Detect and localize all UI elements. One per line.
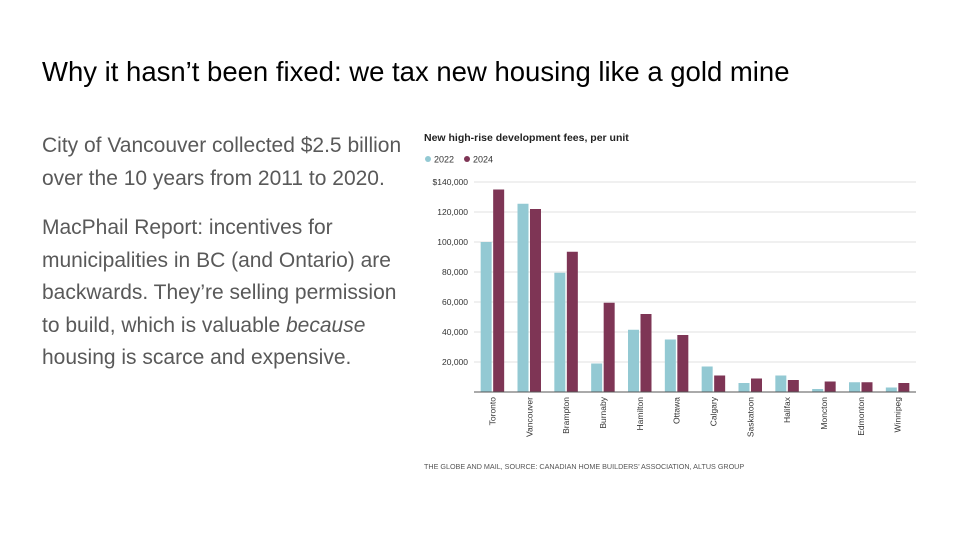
y-tick-label: 80,000 — [442, 267, 468, 277]
bar-vancouver-2022 — [517, 203, 529, 392]
chart-bars — [480, 189, 910, 392]
x-tick-label: Ottawa — [672, 397, 682, 424]
bar-vancouver-2024 — [530, 209, 541, 392]
bar-halifax-2024 — [787, 380, 799, 392]
y-tick-label: 60,000 — [442, 297, 468, 307]
paragraph-vancouver-fees: City of Vancouver collected $2.5 billion… — [42, 134, 402, 190]
bar-halifax-2022 — [775, 375, 787, 392]
bar-hamilton-2022 — [628, 329, 639, 392]
bar-brampton-2024 — [566, 251, 578, 392]
legend-label-2024: 2024 — [473, 155, 493, 165]
paragraph-part: MacPhail Report: incentives for municipa… — [42, 216, 397, 337]
x-tick-label: Edmonton — [856, 397, 866, 436]
x-tick-label: Moncton — [819, 397, 829, 430]
slide-title: Why it hasn’t been fixed: we tax new hou… — [42, 56, 790, 87]
bar-ottawa-2024 — [677, 335, 689, 392]
emphasis-because: because — [285, 313, 366, 337]
bar-winnipeg-2024 — [898, 383, 910, 392]
bar-ottawa-2022 — [664, 339, 676, 392]
legend-marker-2024 — [464, 156, 470, 162]
bar-burnaby-2024 — [603, 302, 615, 392]
x-tick-label: Brampton — [561, 397, 571, 434]
x-tick-label: Burnaby — [598, 396, 608, 428]
bar-edmonton-2022 — [849, 382, 860, 392]
bar-moncton-2022 — [812, 389, 824, 392]
x-tick-label: Saskatoon — [745, 397, 755, 437]
x-tick-label: Vancouver — [524, 397, 534, 437]
x-tick-label: Toronto — [487, 397, 497, 426]
x-tick-label: Winnipeg — [893, 397, 903, 433]
body-text: City of Vancouver collected $2.5 billion… — [42, 130, 412, 392]
bar-toronto-2024 — [493, 189, 505, 392]
y-tick-label: $140,000 — [433, 177, 469, 187]
y-tick-label: 100,000 — [437, 237, 468, 247]
y-tick-label: 20,000 — [442, 357, 468, 367]
legend-marker-2022 — [425, 156, 431, 162]
bar-saskatoon-2022 — [738, 383, 750, 392]
y-axis: 20,000 40,000 60,000 80,000 100,000 120,000 $1… — [433, 177, 469, 367]
chart-legend: 2022 2024 — [425, 155, 493, 165]
x-tick-label: Calgary — [708, 396, 718, 426]
paragraph-part: housing is scarce and expensive. — [42, 346, 352, 369]
bar-calgary-2024 — [714, 375, 726, 392]
bar-hamilton-2024 — [640, 314, 652, 392]
bar-edmonton-2024 — [861, 382, 873, 392]
bar-moncton-2024 — [824, 381, 836, 392]
bar-winnipeg-2022 — [885, 387, 897, 392]
x-axis: Toronto Vancouver Brampton Burnaby Hamilton O… — [487, 396, 902, 437]
legend-label-2022: 2022 — [434, 155, 454, 165]
bar-saskatoon-2024 — [751, 378, 762, 392]
y-tick-label: 120,000 — [437, 207, 468, 217]
bar-toronto-2022 — [480, 242, 492, 392]
paragraph-macphail-report: MacPhail Report: incentives for municipa… — [42, 212, 412, 375]
chart-gridlines — [474, 181, 916, 363]
bar-brampton-2022 — [554, 272, 566, 392]
x-tick-label: Hamilton — [635, 397, 645, 431]
y-tick-label: 40,000 — [442, 327, 468, 337]
bar-calgary-2022 — [701, 366, 713, 392]
bar-burnaby-2022 — [591, 363, 603, 392]
x-tick-label: Halifax — [782, 396, 792, 423]
chart-title: New high-rise development fees, per unit — [424, 132, 629, 144]
chart-source: THE GLOBE AND MAIL, SOURCE: CANADIAN HOM… — [424, 462, 744, 471]
